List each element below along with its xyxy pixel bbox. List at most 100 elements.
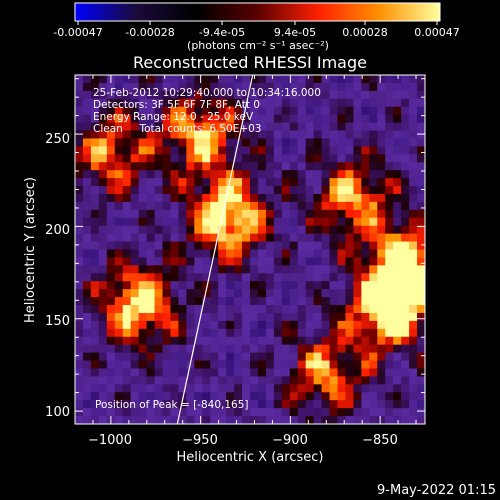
- heatmap-cell: [178, 122, 187, 131]
- heatmap-cell: [281, 82, 291, 92]
- heatmap-cell: [265, 130, 275, 139]
- heatmap-cell: [377, 376, 386, 385]
- heatmap-cell: [75, 241, 84, 250]
- heatmap-cell: [337, 392, 346, 401]
- heatmap-cell: [321, 416, 330, 424]
- heatmap-cell: [178, 98, 187, 108]
- heatmap-cell: [417, 312, 425, 322]
- heatmap-cell: [250, 257, 259, 266]
- heatmap-cell: [186, 75, 195, 84]
- heatmap-cell: [146, 178, 155, 187]
- heatmap-cell: [210, 146, 219, 155]
- heatmap-cell: [130, 392, 140, 401]
- heatmap-cell: [289, 320, 299, 330]
- heatmap-cell: [90, 249, 100, 258]
- heatmap-cell: [345, 376, 354, 385]
- heatmap-cell: [154, 289, 163, 298]
- heatmap-cell: [194, 312, 203, 322]
- heatmap-cell: [122, 416, 132, 424]
- heatmap-cell: [186, 305, 195, 314]
- heatmap-cell: [250, 360, 259, 369]
- heatmap-cell: [289, 114, 299, 123]
- heatmap-cell: [313, 344, 322, 354]
- heatmap-cell: [170, 146, 179, 155]
- heatmap-cell: [385, 257, 394, 266]
- heatmap-cell: [170, 265, 179, 274]
- heatmap-cell: [401, 106, 410, 116]
- heatmap-cell: [313, 352, 322, 361]
- heatmap-cell: [345, 392, 354, 401]
- heatmap-cell: [122, 217, 132, 227]
- heatmap-cell: [162, 400, 171, 409]
- heatmap-cell: [313, 328, 322, 338]
- heatmap-cell: [146, 106, 155, 116]
- heatmap-cell: [257, 376, 267, 385]
- y-tick-label-0: 100: [45, 405, 70, 420]
- heatmap-cell: [146, 320, 155, 330]
- heatmap-cell: [122, 241, 132, 250]
- heatmap-cell: [242, 352, 251, 361]
- heatmap-cell: [250, 392, 259, 401]
- heatmap-cell: [361, 162, 370, 171]
- heatmap-cell: [146, 98, 155, 108]
- heatmap-cell: [297, 162, 307, 171]
- heatmap-cell: [106, 408, 116, 417]
- heatmap-cell: [114, 82, 124, 92]
- heatmap-cell: [138, 209, 147, 219]
- heatmap-cell: [305, 138, 315, 147]
- heatmap-cell: [194, 241, 203, 250]
- heatmap-cell: [257, 178, 267, 187]
- heatmap-cell: [90, 138, 100, 147]
- heatmap-cell: [289, 130, 299, 139]
- heatmap-cell: [186, 297, 195, 306]
- heatmap-cell: [329, 122, 338, 131]
- heatmap-cell: [369, 122, 378, 131]
- heatmap-cell: [162, 209, 171, 219]
- heatmap-cell: [226, 257, 235, 266]
- heatmap-cell: [409, 90, 418, 100]
- heatmap-cell: [170, 186, 179, 195]
- heatmap-cell: [234, 82, 243, 92]
- heatmap-cell: [369, 138, 378, 147]
- heatmap-cell: [401, 170, 410, 179]
- heatmap-cell: [273, 75, 283, 84]
- heatmap-cell: [273, 146, 283, 155]
- heatmap-cell: [329, 82, 338, 92]
- heatmap-cell: [305, 209, 315, 219]
- heatmap-cell: [401, 162, 410, 171]
- heatmap-cell: [289, 178, 299, 187]
- heatmap-cell: [114, 408, 124, 417]
- heatmap-cell: [98, 344, 108, 354]
- heatmap-cell: [106, 209, 116, 219]
- heatmap-cell: [130, 217, 140, 227]
- heatmap-cell: [98, 249, 108, 258]
- heatmap-cell: [154, 376, 163, 385]
- heatmap-cell: [377, 162, 386, 171]
- heatmap-cell: [250, 186, 259, 195]
- heatmap-cell: [82, 114, 92, 123]
- heatmap-cell: [202, 241, 211, 250]
- heatmap-cell: [281, 344, 291, 354]
- heatmap-cell: [82, 368, 92, 377]
- heatmap-cell: [257, 209, 267, 219]
- heatmap-cell: [218, 360, 227, 369]
- heatmap-cell: [98, 225, 108, 235]
- heatmap-cell: [345, 416, 354, 424]
- heatmap-cell: [170, 376, 179, 385]
- heatmap-cell: [393, 320, 402, 330]
- heatmap-cell: [114, 162, 124, 171]
- heatmap-cell: [345, 289, 354, 298]
- heatmap-cell: [281, 297, 291, 306]
- heatmap-cell: [313, 376, 322, 385]
- heatmap-cell: [130, 209, 140, 219]
- heatmap-cell: [194, 257, 203, 266]
- heatmap-cell: [409, 273, 418, 282]
- heatmap-cell: [202, 154, 211, 163]
- heatmap-cell: [305, 257, 315, 266]
- heatmap-cell: [242, 384, 251, 393]
- heatmap-cell: [242, 209, 251, 219]
- heatmap-cell: [242, 146, 251, 155]
- heatmap-cell: [178, 201, 187, 211]
- heatmap-cell: [361, 320, 370, 330]
- heatmap-cell: [234, 178, 243, 187]
